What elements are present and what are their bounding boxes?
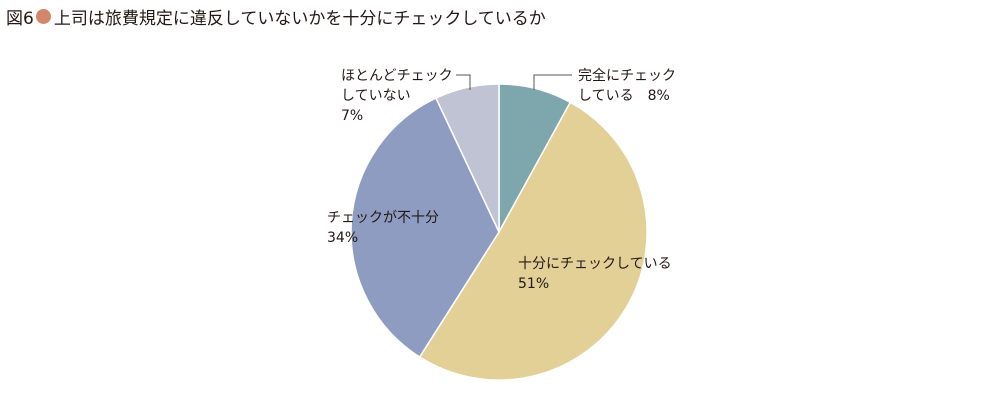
leader-line-kanzen (533, 74, 572, 90)
slice-label-fujuubun-line2: 34% (327, 230, 358, 246)
slice-label-juubun-line1: 十分にチェックしている (518, 256, 672, 272)
slice-label-hotondo-line1: ほとんどチェック (341, 68, 453, 84)
slice-label-fujuubun-line1: チェックが不十分 (327, 210, 439, 226)
slice-label-kanzen-line2: している 8% (578, 88, 670, 104)
slice-label-kanzen-line1: 完全にチェック (578, 67, 676, 84)
leader-line-hotondo (456, 74, 471, 90)
pie-slice-2 (350, 97, 500, 358)
figure-title-text: 上司は旅費規定に違反していないかを十分にチェックしているか (53, 8, 546, 29)
slice-label-kanzen: 完全にチェック している 8% (578, 67, 680, 104)
bullet-dot-icon (35, 8, 51, 24)
figure-number: 図6 (6, 8, 34, 29)
figure-title: 図6 上司は旅費規定に違反していないかを十分にチェックしているか (6, 4, 546, 29)
leader-lines (456, 74, 572, 90)
slice-label-hotondo-line3: 7% (341, 108, 363, 124)
slice-label-hotondo: ほとんどチェック していない 7% (341, 68, 457, 124)
pie-slices (350, 83, 648, 381)
slice-label-juubun-line2: 51% (518, 276, 549, 292)
pie-slice-1 (418, 101, 648, 381)
slice-labels: 完全にチェック している 8% 十分にチェックしている 51% チェックが不十分… (327, 67, 680, 292)
slice-label-juubun: 十分にチェックしている 51% (518, 256, 676, 292)
pie-slice-3 (434, 83, 500, 233)
slice-label-fujuubun: チェックが不十分 34% (327, 210, 443, 246)
slice-label-hotondo-line2: していない (341, 88, 411, 104)
